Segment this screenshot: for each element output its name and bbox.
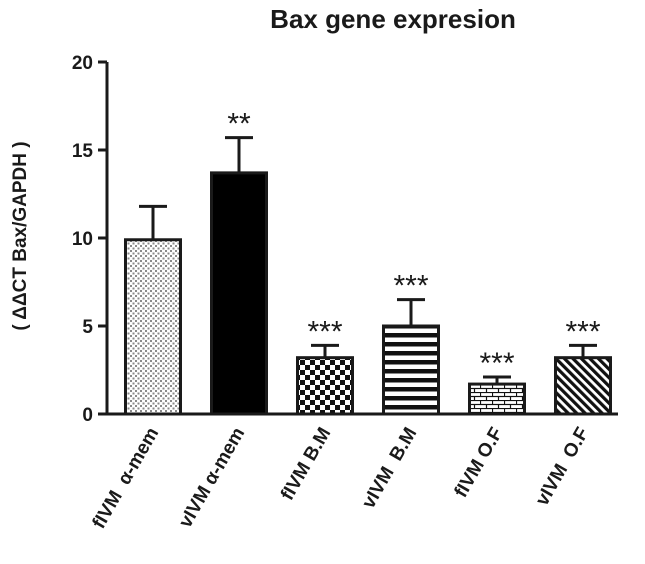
bar (382, 324, 440, 416)
y-tick-label: 5 (82, 317, 93, 338)
chart-title: Bax gene expresion (270, 4, 516, 34)
y-axis-label: ( ΔΔCT Bax/GAPDH ) (10, 141, 31, 330)
x-tick-label: vIVM O.F (532, 424, 593, 509)
y-tick-label: 0 (82, 405, 93, 426)
bar (210, 171, 268, 416)
significance-label: *** (565, 315, 600, 348)
bar (296, 356, 354, 416)
plot-area: 0 5 10 15 20 fIVM α-mem ** vIVM α-mem *** fIVM B.… (72, 53, 618, 532)
x-tick-label: fIVM O.F (451, 424, 508, 501)
x-tick-label: vIVM B.M (358, 424, 421, 512)
x-tick-label: vIVM α-mem (175, 424, 249, 531)
bar (468, 382, 526, 416)
bar (554, 356, 612, 416)
significance-label: ** (227, 108, 251, 141)
x-tick-label: fIVM α-mem (89, 424, 164, 532)
significance-label: *** (393, 270, 428, 303)
y-tick-label: 20 (72, 53, 93, 74)
y-tick-label: 10 (72, 229, 93, 250)
x-tick-label: fIVM B.M (277, 424, 335, 504)
significance-label: *** (479, 347, 514, 380)
bar (124, 238, 182, 416)
significance-label: *** (307, 315, 342, 348)
y-tick-label: 15 (72, 141, 94, 162)
